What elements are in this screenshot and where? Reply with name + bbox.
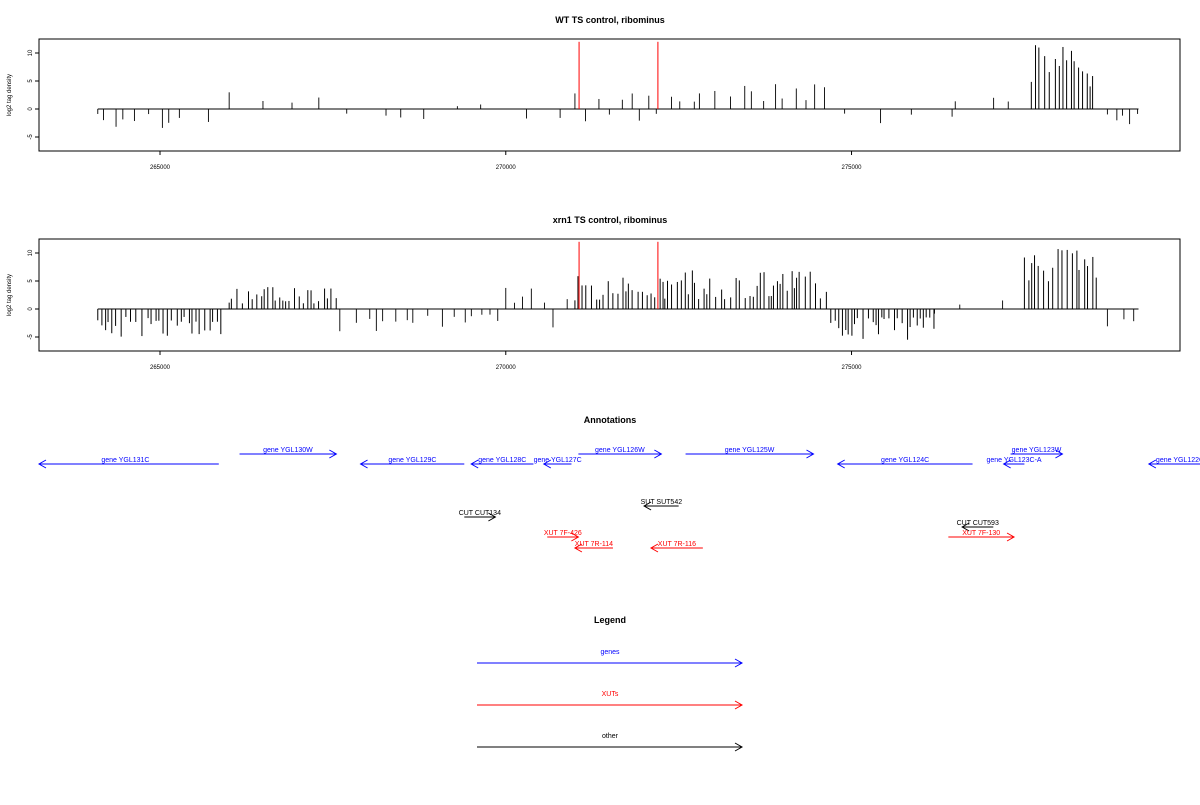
gene-label: gene YGL130W xyxy=(263,447,313,454)
xut-arrow xyxy=(547,532,580,542)
plot-frame xyxy=(38,38,1181,152)
axes: -5 0 5 10 265000 270000 275000 xyxy=(28,49,862,171)
gene-label: gene YGL131C xyxy=(101,457,149,464)
xut-arrow xyxy=(948,532,1016,542)
y-tick-label: 0 xyxy=(28,307,34,311)
legend-label: genes xyxy=(600,649,620,656)
other-label: SUT SUT542 xyxy=(641,499,683,506)
other-label: CUT CUT134 xyxy=(459,510,501,517)
x-tick-label: 265000 xyxy=(150,165,171,171)
gene-arrow xyxy=(1002,459,1025,469)
gene-arrow xyxy=(239,449,338,459)
x-tick-label: 265000 xyxy=(150,365,171,371)
plot-frame xyxy=(38,238,1181,352)
gene-label: gene YGL125W xyxy=(725,447,775,454)
x-tick-label: 275000 xyxy=(842,165,863,171)
x-tick-label: 275000 xyxy=(842,365,863,371)
y-tick-label: -5 xyxy=(28,134,34,140)
xut-label: XUT 7F-426 xyxy=(544,530,582,537)
track-xrn1: xrn1 TS control, ribominus log2 tag dens… xyxy=(7,215,1181,371)
legend-items: genes XUTs other xyxy=(477,649,744,752)
legend-arrow xyxy=(477,742,744,752)
bars xyxy=(97,41,1139,128)
legend-label: other xyxy=(602,733,619,740)
xut-label: XUT 7F-130 xyxy=(962,530,1000,537)
y-tick-label: -5 xyxy=(28,334,34,340)
legend-arrow xyxy=(477,700,744,710)
track-wt: WT TS control, ribominus log2 tag densit… xyxy=(7,15,1181,171)
gene-label: gene YGL123W xyxy=(1012,447,1062,454)
axes: -5 0 5 10 265000 270000 275000 xyxy=(28,249,862,371)
gene-arrow xyxy=(1010,449,1064,459)
track-title: xrn1 TS control, ribominus xyxy=(553,215,668,225)
gene-label: gene YGL126W xyxy=(595,447,645,454)
y-tick-label: 10 xyxy=(28,249,34,256)
gene-arrow xyxy=(1147,459,1200,469)
gene-label: gene YGL122C xyxy=(1156,457,1200,464)
x-tick-label: 270000 xyxy=(496,165,517,171)
annotations-title: Annotations xyxy=(584,415,637,425)
legend: Legend genes XUTs other xyxy=(477,615,744,752)
gene-arrow xyxy=(359,459,465,469)
y-axis-label: log2 tag density xyxy=(7,274,13,316)
legend-arrow xyxy=(477,658,744,668)
other-arrow xyxy=(961,522,994,532)
other-arrow xyxy=(643,501,679,511)
legend-label: XUTs xyxy=(602,691,619,698)
other-label: CUT CUT593 xyxy=(957,520,999,527)
track-title: WT TS control, ribominus xyxy=(555,15,665,25)
y-tick-label: 5 xyxy=(28,79,34,83)
y-tick-label: 0 xyxy=(28,107,34,111)
gene-label: gene YGL128C xyxy=(478,457,526,464)
legend-title: Legend xyxy=(594,615,626,625)
gene-label: gene YGL124C xyxy=(881,457,929,464)
gene-arrow xyxy=(470,459,534,469)
annotation-features: gene YGL131C gene YGL130W gene YGL129C gene… xyxy=(37,447,1200,553)
y-tick-label: 10 xyxy=(28,49,34,56)
bars xyxy=(97,241,1139,340)
gene-arrow xyxy=(542,459,572,469)
x-tick-label: 270000 xyxy=(496,365,517,371)
other-arrow xyxy=(464,512,497,522)
y-axis-label: log2 tag density xyxy=(7,74,13,116)
xut-arrow xyxy=(573,543,613,553)
gene-arrow xyxy=(836,459,973,469)
gene-arrow xyxy=(685,449,815,459)
xut-label: XUT 7R-114 xyxy=(575,541,613,548)
gene-label: gene YGL123C-A xyxy=(986,457,1041,464)
xut-label: XUT 7R-116 xyxy=(658,541,696,548)
y-tick-label: 5 xyxy=(28,279,34,283)
gene-arrow xyxy=(37,459,219,469)
gene-label: gene YGL127C xyxy=(534,457,582,464)
xut-arrow xyxy=(649,543,703,553)
gene-arrow xyxy=(578,449,663,459)
gene-label: gene YGL129C xyxy=(388,457,436,464)
